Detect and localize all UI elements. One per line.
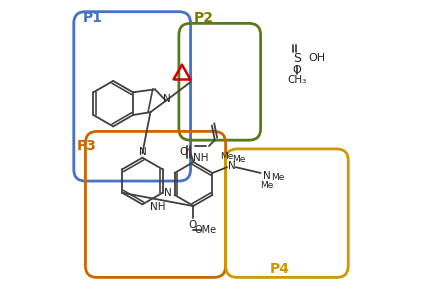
Text: O: O [293, 65, 301, 75]
Text: NH: NH [150, 202, 165, 213]
Text: Me: Me [220, 152, 234, 161]
Text: Me: Me [260, 181, 273, 190]
Text: O: O [188, 220, 196, 230]
Text: P3: P3 [77, 139, 97, 153]
Text: P2: P2 [193, 11, 214, 25]
Text: Me: Me [271, 173, 285, 182]
Text: Me: Me [233, 155, 246, 164]
Text: N: N [262, 171, 271, 181]
Text: N: N [138, 147, 146, 157]
Text: N: N [163, 94, 171, 104]
Text: N: N [164, 188, 172, 198]
Text: OH: OH [308, 53, 325, 63]
Text: S: S [293, 52, 301, 65]
Text: NH: NH [193, 153, 208, 163]
Text: P4: P4 [269, 262, 289, 276]
Text: CH₃: CH₃ [287, 75, 307, 85]
Text: O: O [179, 147, 187, 157]
Text: OMe: OMe [195, 225, 217, 235]
Text: P1: P1 [83, 11, 103, 25]
Text: N: N [227, 161, 235, 171]
